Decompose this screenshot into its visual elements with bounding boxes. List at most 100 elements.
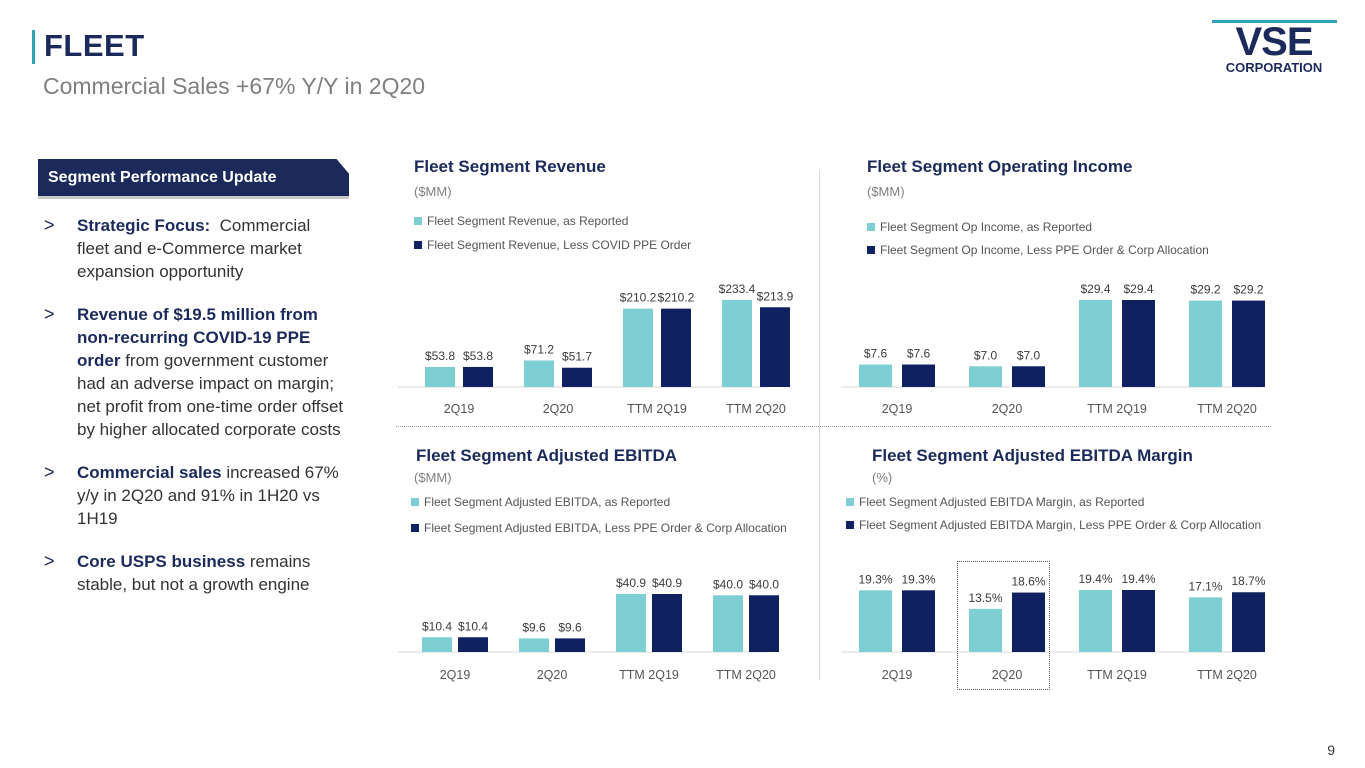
x-tick-label: TTM 2Q19 [627,402,687,416]
bar-adjusted [1232,300,1265,387]
legend-swatch-reported [867,223,875,231]
data-label: $51.7 [562,350,592,364]
logo-sub-text: CORPORATION [1226,60,1323,75]
legend-swatch-adjusted [414,241,422,249]
data-label: $29.4 [1080,282,1110,296]
bar-reported [1079,590,1112,652]
bar-adjusted [902,364,935,387]
x-tick-label: 2Q20 [992,402,1023,416]
legend-label: Fleet Segment Revenue, as Reported [427,214,629,228]
revenue-legend-adjusted: Fleet Segment Revenue, Less COVID PPE Or… [414,238,691,252]
data-label: 19.3% [901,572,935,586]
data-label: $29.4 [1123,282,1153,296]
bullet-item: > Revenue of $19.5 million from non-recur… [44,303,344,441]
bar-reported [616,594,646,652]
bullet-text: Commercial fleet and e-Commerce market e… [77,216,316,281]
x-tick-label: TTM 2Q20 [726,402,786,416]
revenue-chart: $53.8 $53.8 2Q19 $71.2 $51.7 2Q20 $210.2 $210.2… [398,282,794,416]
bar-reported [1189,300,1222,387]
bullet-bold: Commercial sales [77,463,222,482]
data-label: $53.8 [463,349,493,363]
legend-swatch-adjusted [846,521,854,529]
bullet-text: increased 67% y/y in 2Q20 and 91% in 1H2… [77,463,339,528]
x-tick-label: 2Q20 [992,668,1023,682]
data-label: $40.0 [749,577,779,591]
bar-adjusted [652,594,682,652]
bullet-item: > Commercial sales increased 67% y/y in 2… [44,461,344,530]
legend-label: Fleet Segment Adjusted EBITDA Margin, Le… [859,518,1262,532]
bar-reported [859,590,892,652]
bar-adjusted [749,595,779,652]
bar-adjusted [1012,366,1045,387]
data-label: $7.0 [974,348,998,362]
bar-reported [623,308,653,387]
segment-update-heading: Segment Performance Update [38,159,349,196]
vse-logo: VSE CORPORATION [1212,20,1337,75]
2q20-highlight-box [957,561,1050,690]
data-label: $7.0 [1017,348,1041,362]
margin-legend-adjusted: Fleet Segment Adjusted EBITDA Margin, Le… [846,518,1261,532]
data-label: $9.6 [558,620,582,634]
x-tick-label: TTM 2Q19 [1087,668,1147,682]
legend-label: Fleet Segment Revenue, Less COVID PPE Or… [427,238,692,252]
data-label: $40.9 [652,576,682,590]
bar-adjusted [1122,590,1155,652]
margin-chart-unit: (%) [872,470,893,485]
data-label: $233.4 [719,282,756,296]
bar-reported [969,366,1002,387]
bullet-item: > Core USPS business remains stable, but … [44,550,344,596]
legend-label: Fleet Segment Op Income, as Reported [880,220,1093,234]
x-tick-label: TTM 2Q20 [1197,668,1257,682]
bullet-marker: > [44,551,55,571]
x-tick-label: 2Q19 [882,402,913,416]
data-label: $40.0 [713,577,743,591]
chart-divider-vertical [819,170,820,680]
data-label: $7.6 [864,347,888,361]
bar-reported [519,638,549,652]
x-tick-label: 2Q20 [537,668,568,682]
bar-reported [1189,597,1222,652]
data-label: $10.4 [458,619,488,633]
data-label: 17.1% [1188,579,1222,593]
legend-label: Fleet Segment Adjusted EBITDA, as Report… [424,495,671,509]
data-label: $29.2 [1190,283,1220,297]
revenue-chart-unit: ($MM) [414,184,452,199]
heading-shadow [38,196,349,199]
margin-chart-title: Fleet Segment Adjusted EBITDA Margin [872,446,1193,465]
data-label: 19.4% [1121,572,1155,586]
x-tick-label: TTM 2Q20 [1197,402,1257,416]
x-tick-label: 2Q19 [440,668,471,682]
opincome-legend-reported: Fleet Segment Op Income, as Reported [867,220,1092,234]
bullet-marker: > [44,304,55,324]
data-label: $40.9 [616,576,646,590]
data-label: 19.3% [858,572,892,586]
legend-label: Fleet Segment Adjusted EBITDA Margin, as… [859,495,1145,509]
data-label: $10.4 [422,619,452,633]
legend-swatch-adjusted [411,524,419,532]
data-label: 19.4% [1078,572,1112,586]
bar-adjusted [902,590,935,652]
bar-adjusted [1122,300,1155,387]
margin-chart: 19.3% 19.3% 2Q19 13.5% 18.6% 2Q20 19.4% 19.4% TT… [841,572,1266,682]
ebitda-chart-title: Fleet Segment Adjusted EBITDA [416,446,678,465]
data-label: 13.5% [968,591,1002,605]
data-label: $210.2 [658,291,695,305]
bar-adjusted [555,638,585,652]
bar-adjusted [463,366,493,387]
x-tick-label: TTM 2Q20 [716,668,776,682]
bar-adjusted [1232,592,1265,652]
bar-reported [524,360,554,387]
bullet-marker: > [44,215,55,235]
bar-reported [1079,300,1112,387]
margin-legend-reported: Fleet Segment Adjusted EBITDA Margin, as… [846,495,1144,509]
x-tick-label: TTM 2Q19 [1087,402,1147,416]
opincome-chart: $7.6 $7.6 2Q19 $7.0 $7.0 2Q20 $29.4 $29.4 TTM 2Q… [841,282,1265,416]
page-number: 9 [1327,742,1335,758]
revenue-chart-title: Fleet Segment Revenue [414,157,606,176]
legend-label: Fleet Segment Op Income, Less PPE Order … [880,243,1209,257]
ebitda-legend-adjusted: Fleet Segment Adjusted EBITDA, Less PPE … [411,521,787,535]
logo-main-text: VSE [1235,20,1312,64]
bullet-text: from government customer had an adverse … [77,351,344,439]
bar-adjusted [562,367,592,387]
opincome-chart-unit: ($MM) [867,184,905,199]
